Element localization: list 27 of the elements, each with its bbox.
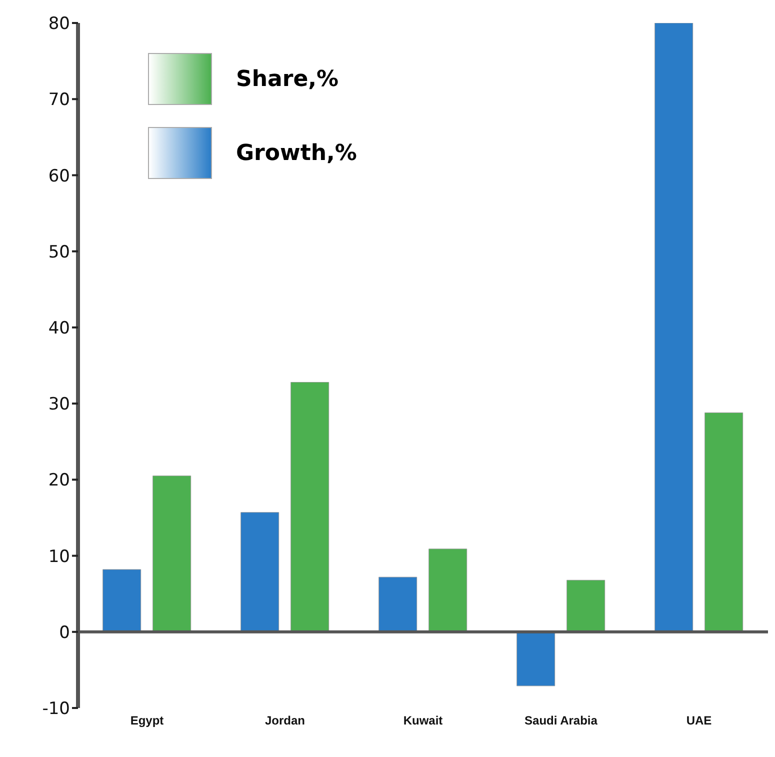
y-tick-label: 50 — [48, 242, 70, 262]
bar — [704, 412, 744, 632]
y-tick-label: 60 — [48, 166, 70, 186]
y-tick-label: 20 — [48, 470, 70, 491]
bar — [290, 382, 330, 632]
x-tick-label: Saudi Arabia — [524, 714, 598, 728]
bar — [428, 548, 468, 632]
bar — [240, 512, 280, 632]
x-tick-label: UAE — [686, 714, 712, 728]
legend-label: Growth,% — [236, 140, 357, 166]
y-tick-label: 40 — [48, 318, 70, 338]
y-tick-label: 80 — [48, 14, 70, 34]
y-tick-label: 0 — [59, 622, 70, 643]
bar — [152, 476, 192, 632]
bar — [566, 580, 606, 632]
y-tick-label: -10 — [42, 699, 70, 720]
x-tick-label: Jordan — [264, 714, 306, 728]
bar — [378, 576, 418, 632]
legend-label: Share,% — [236, 66, 339, 92]
y-tick-label: 30 — [48, 394, 70, 415]
y-tick-label: 70 — [48, 90, 70, 110]
bar — [654, 23, 694, 632]
bar — [102, 569, 142, 632]
bar — [516, 632, 556, 686]
x-tick-label: Egypt — [130, 714, 164, 728]
y-tick-label: 10 — [48, 546, 70, 567]
x-tick-label: Kuwait — [403, 714, 443, 728]
